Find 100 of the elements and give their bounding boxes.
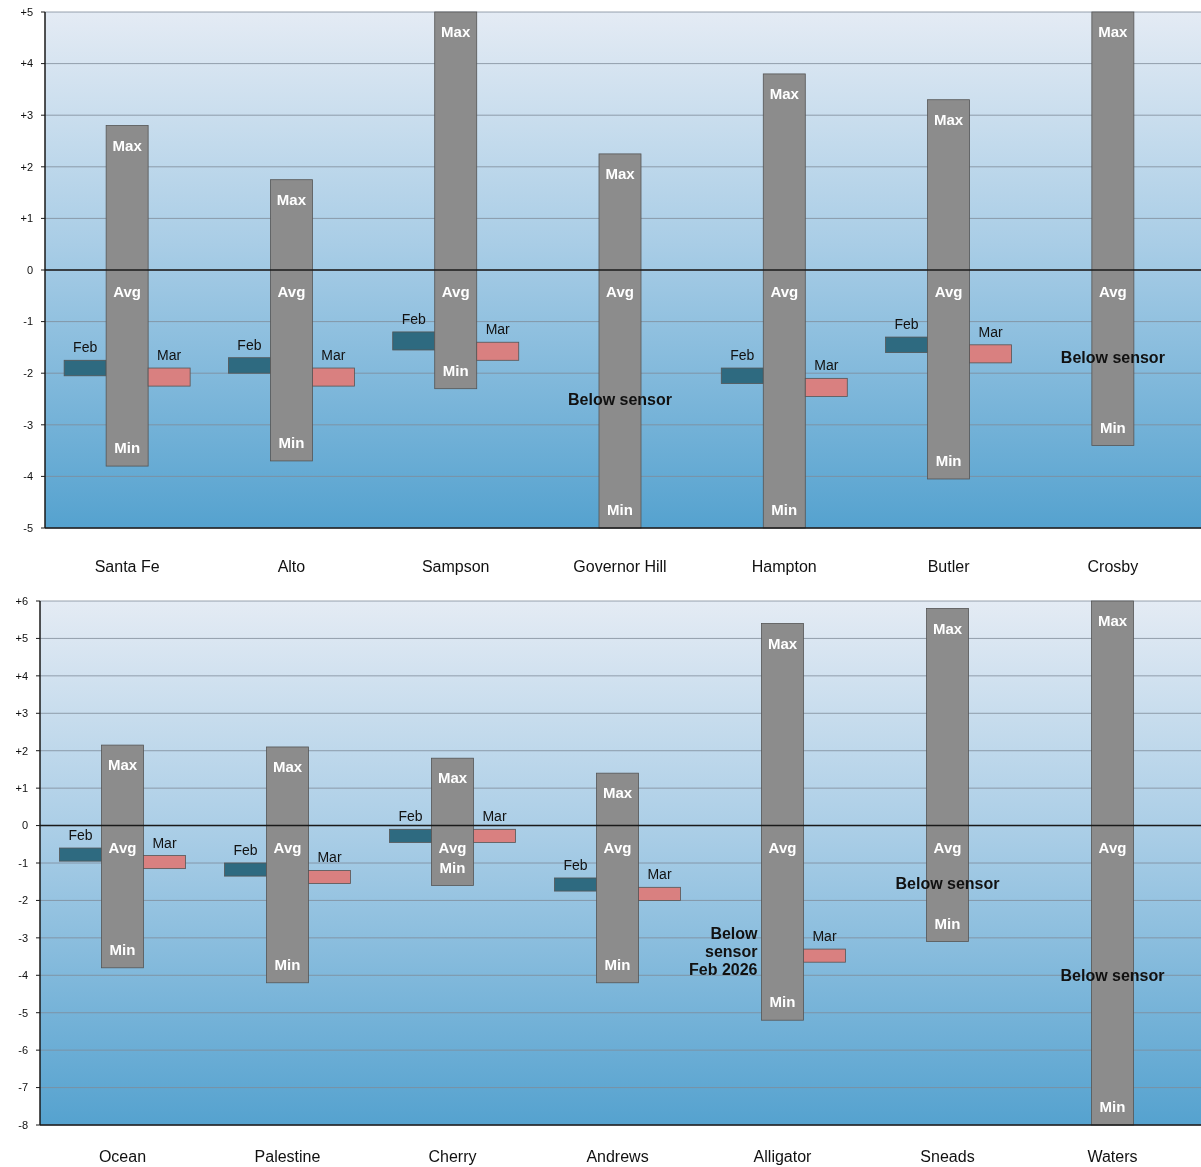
text: Feb [563, 856, 588, 873]
text: Mar [317, 849, 342, 866]
annotation: Below sensor [1060, 966, 1165, 984]
annotation: Min [442, 361, 469, 379]
y-tick-label: -8 [18, 1118, 28, 1131]
y-tick-label: -7 [18, 1081, 28, 1094]
annotation: Min [771, 501, 798, 519]
series-label: Feb [68, 827, 93, 844]
annotation: Min [274, 956, 301, 974]
y-tick-label: -5 [18, 1006, 28, 1019]
annotation: Avg [1098, 838, 1127, 856]
annotation: Min [935, 452, 962, 470]
y-tick-label: -2 [18, 894, 28, 907]
y-tick-label: -6 [18, 1043, 28, 1056]
annotation: Below sensor [567, 390, 673, 408]
annotation: Min [109, 941, 136, 959]
text: Mar [814, 357, 839, 374]
x-tick-label: Andrews [586, 1148, 649, 1165]
x-tick-label: Alligator [753, 1148, 813, 1165]
annotation: Avg [606, 283, 634, 301]
x-tick-label: Crosby [1087, 558, 1139, 575]
annotation: Max [276, 190, 307, 208]
y-tick-label: +5 [20, 5, 33, 18]
y-tick-label: -4 [23, 470, 33, 483]
series-label: Mar [152, 834, 177, 851]
text: Feb [730, 347, 755, 364]
text: Feb [894, 316, 919, 333]
annotation: Avg [441, 283, 470, 301]
y-tick-label: -3 [23, 418, 33, 431]
y-tick-label: +4 [15, 669, 28, 682]
x-tick-label: Sneads [920, 1148, 975, 1165]
series-label: Feb [73, 339, 98, 356]
x-tick-label: Waters [1087, 1148, 1138, 1165]
annotation: Below sensor [1060, 349, 1165, 367]
text: Mar [647, 866, 672, 883]
annotation: Avg [768, 838, 797, 856]
annotation: Min [934, 914, 961, 932]
x-tick-label: Sampson [421, 558, 490, 575]
x-tick-label: Palestine [254, 1148, 321, 1165]
y-tick-label: 0 [21, 819, 28, 832]
annotation: Avg [273, 838, 302, 856]
annotation: Max [605, 165, 636, 183]
annotation: Avg [770, 283, 799, 301]
annotation: Avg [108, 838, 137, 856]
x-tick-label: Hampton [751, 558, 817, 575]
x-tick-label: Santa Fe [94, 558, 160, 575]
annotation: Avg [934, 283, 963, 301]
y-tick-label: +5 [15, 632, 28, 645]
y-tick-label: +6 [15, 594, 28, 607]
y-tick-label: +3 [20, 109, 33, 122]
annotation: Min [1099, 418, 1126, 436]
annotation: Max [1097, 612, 1128, 630]
annotation: Min [1099, 1098, 1126, 1116]
annotation: Max [769, 85, 800, 103]
text: Feb [233, 842, 258, 858]
annotation: Max [107, 756, 138, 774]
text: Feb [401, 310, 426, 327]
text: Feb [398, 808, 423, 825]
annotation: Avg [1098, 283, 1127, 301]
annotation: Min [607, 501, 633, 519]
y-tick-label: +3 [15, 707, 28, 720]
annotation: Avg [277, 283, 306, 301]
annotation: Max [437, 769, 468, 787]
y-tick-label: -3 [18, 931, 28, 944]
y-tick-label: 0 [26, 263, 33, 276]
annotation: Max [767, 634, 798, 652]
annotation: Min [769, 993, 796, 1011]
y-tick-label: -5 [23, 521, 33, 534]
x-tick-label: Butler [927, 558, 971, 575]
annotation: Avg [438, 838, 467, 856]
y-tick-label: -4 [18, 969, 28, 982]
annotation: Max [112, 136, 143, 154]
y-tick-label: +1 [15, 781, 28, 794]
annotation: Max [933, 110, 964, 128]
text: Mar [812, 928, 837, 945]
annotation: Max [602, 784, 633, 802]
y-tick-label: +2 [15, 744, 28, 757]
text: Mar [321, 347, 346, 364]
x-tick-label: Ocean [98, 1148, 147, 1165]
annotation: Below sensor Feb 2026 [689, 925, 759, 979]
y-tick-label: -1 [18, 856, 28, 869]
y-tick-label: +2 [20, 160, 33, 173]
annotation: Min [604, 956, 631, 974]
annotation: Max [272, 758, 303, 776]
y-tick-label: +4 [20, 57, 33, 70]
annotation: Min [114, 439, 141, 457]
annotation: Avg [933, 838, 962, 856]
annotation: Min [278, 434, 305, 452]
annotation: Max [932, 619, 963, 637]
annotation: Min [439, 858, 466, 876]
y-tick-label: -1 [23, 315, 33, 328]
text: Feb [237, 336, 262, 353]
series-label: Mar [157, 347, 182, 364]
x-tick-label: Alto [277, 558, 306, 575]
text: Mar [482, 808, 507, 825]
annotation: Avg [113, 283, 142, 301]
annotation: Max [441, 23, 471, 41]
text: Mar [978, 323, 1003, 340]
x-tick-label: Governor Hill [573, 558, 667, 575]
annotation: Max [1098, 23, 1129, 41]
